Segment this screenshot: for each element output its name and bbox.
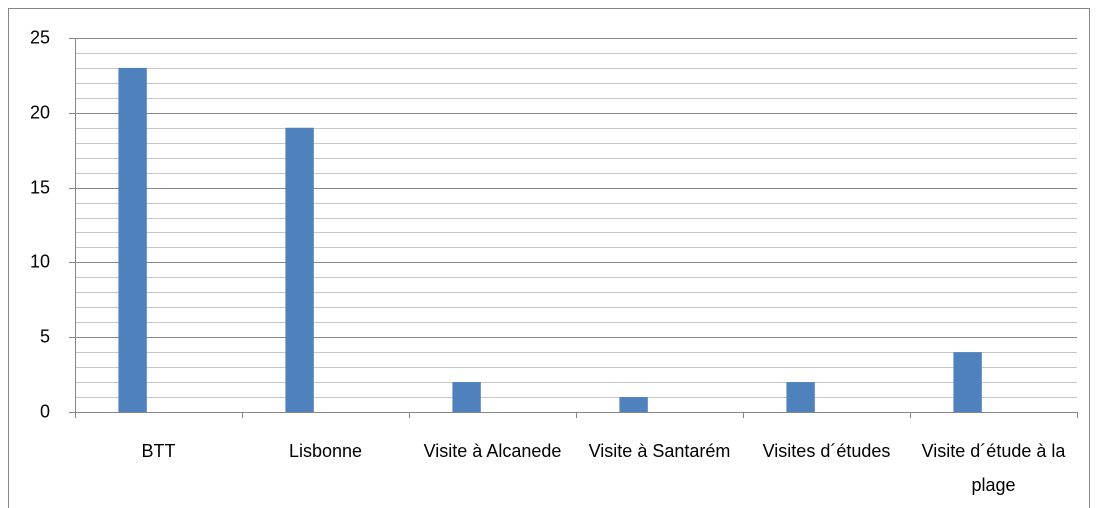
- y-tick-label: 0: [40, 401, 50, 421]
- bar: [953, 352, 982, 412]
- x-tick-label: Visite à Alcanede: [423, 441, 562, 461]
- y-tick-label: 15: [30, 177, 50, 197]
- bar: [786, 382, 815, 412]
- y-tick-label: 10: [30, 251, 50, 271]
- x-tick-label: Visites d´études: [762, 441, 891, 461]
- bar: [285, 127, 314, 412]
- bar: [619, 397, 648, 412]
- chart-frame: [8, 8, 1090, 508]
- bar: [452, 382, 481, 412]
- x-tick-label: Visite à Santarém: [588, 441, 731, 461]
- y-tick-label: 20: [30, 102, 50, 122]
- y-tick-label: 25: [30, 27, 50, 47]
- x-tick-label: BTT: [141, 441, 176, 461]
- bar: [118, 67, 147, 413]
- y-tick-label: 5: [40, 326, 50, 346]
- x-tick-label: Visite d´étude à la plage: [921, 441, 1066, 495]
- x-tick-label: Lisbonne: [288, 441, 363, 461]
